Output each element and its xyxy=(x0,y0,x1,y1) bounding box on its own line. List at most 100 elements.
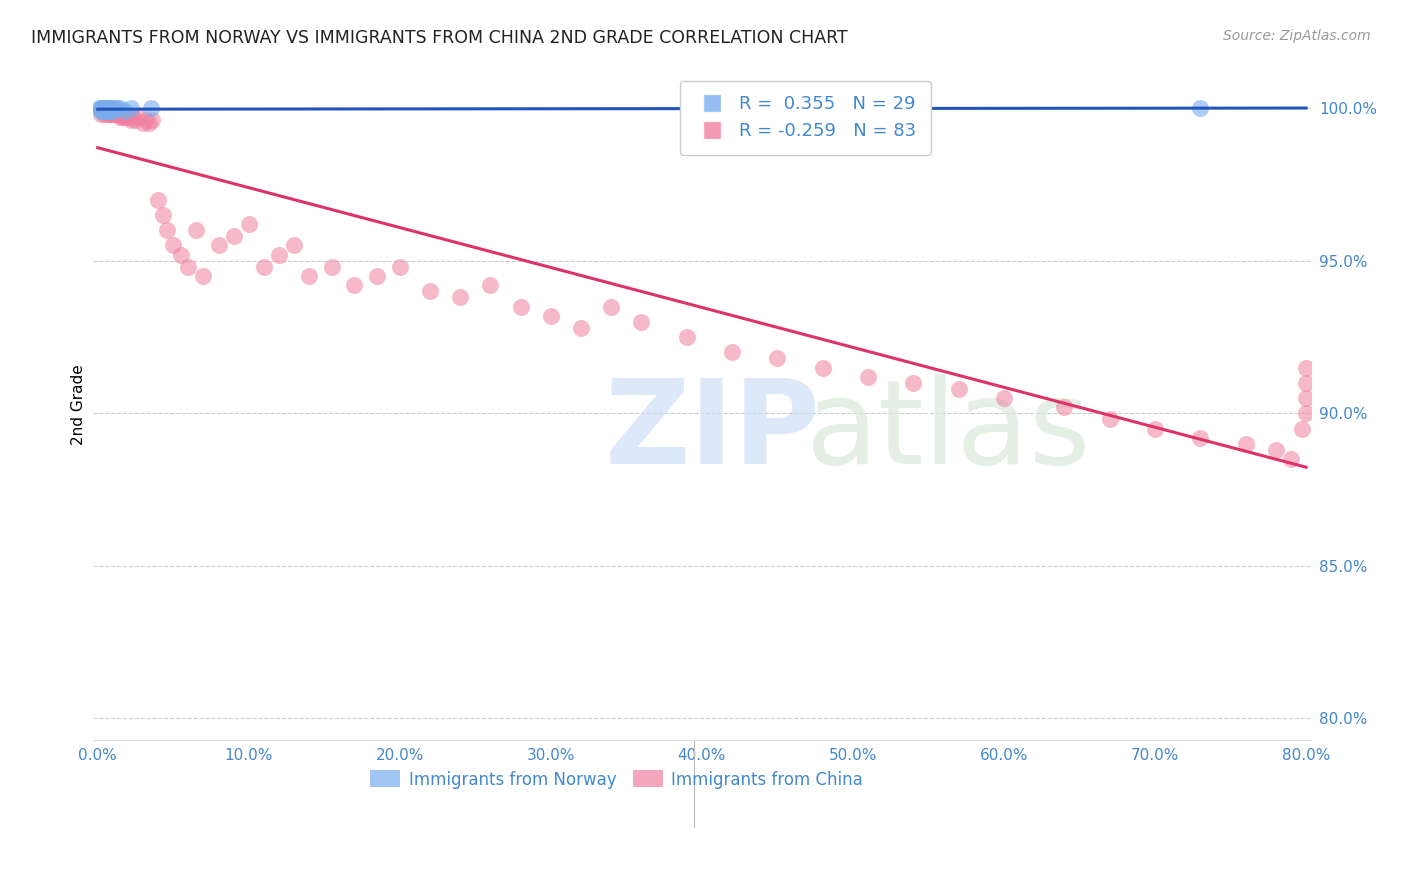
Point xyxy=(94,101,117,115)
Point xyxy=(1098,412,1121,426)
Point xyxy=(124,113,146,128)
Point xyxy=(94,101,117,115)
Point xyxy=(1295,406,1317,420)
Point xyxy=(96,101,118,115)
Point xyxy=(110,111,132,125)
Point xyxy=(98,101,121,115)
Point xyxy=(90,104,112,119)
Point xyxy=(388,260,411,274)
Point xyxy=(1264,442,1286,457)
Point xyxy=(114,111,136,125)
Point xyxy=(1295,391,1317,405)
Point xyxy=(1053,401,1076,415)
Point xyxy=(132,116,155,130)
Point xyxy=(1189,431,1212,445)
Point xyxy=(449,290,471,304)
Point xyxy=(1144,421,1167,435)
Point xyxy=(600,300,623,314)
Point xyxy=(903,376,925,390)
Point xyxy=(184,223,207,237)
Point xyxy=(1189,101,1212,115)
Point xyxy=(177,260,200,274)
Point xyxy=(110,101,132,115)
Point xyxy=(128,111,150,125)
Point xyxy=(139,101,162,115)
Point xyxy=(111,111,134,125)
Point xyxy=(93,101,115,115)
Point xyxy=(104,104,127,119)
Point xyxy=(94,101,117,115)
Point xyxy=(100,104,122,119)
Point xyxy=(91,104,114,119)
Point xyxy=(103,101,125,115)
Point xyxy=(98,107,121,121)
Point xyxy=(283,238,305,252)
Text: atlas: atlas xyxy=(806,374,1091,489)
Point xyxy=(419,285,441,299)
Point xyxy=(103,107,125,121)
Point xyxy=(811,360,834,375)
Point xyxy=(108,107,131,121)
Point xyxy=(721,345,744,359)
Point xyxy=(91,104,114,119)
Point xyxy=(766,351,789,366)
Text: IMMIGRANTS FROM NORWAY VS IMMIGRANTS FROM CHINA 2ND GRADE CORRELATION CHART: IMMIGRANTS FROM NORWAY VS IMMIGRANTS FRO… xyxy=(31,29,848,46)
Point xyxy=(141,113,163,128)
Point xyxy=(97,101,120,115)
Point xyxy=(267,247,290,261)
Point xyxy=(94,101,117,115)
Point xyxy=(105,101,128,115)
Point xyxy=(96,107,118,121)
Point xyxy=(135,113,157,128)
Point xyxy=(321,260,343,274)
Point xyxy=(1295,360,1317,375)
Point xyxy=(238,217,260,231)
Point xyxy=(120,101,142,115)
Point xyxy=(93,104,115,119)
Point xyxy=(97,104,120,119)
Point xyxy=(540,309,562,323)
Point xyxy=(89,101,111,115)
Point xyxy=(1234,437,1257,451)
Point xyxy=(101,104,124,119)
Point xyxy=(96,104,118,119)
Point xyxy=(96,101,118,115)
Point xyxy=(101,104,124,119)
Point xyxy=(222,229,245,244)
Point xyxy=(112,107,135,121)
Point xyxy=(993,391,1015,405)
Point xyxy=(100,107,122,121)
Point xyxy=(509,300,531,314)
Point xyxy=(343,278,366,293)
Point xyxy=(114,104,136,119)
Point xyxy=(115,111,138,125)
Point xyxy=(193,268,215,283)
Point xyxy=(100,101,122,115)
Point xyxy=(91,101,114,115)
Point xyxy=(569,321,592,335)
Point xyxy=(98,104,121,119)
Point xyxy=(253,260,276,274)
Point xyxy=(138,116,160,130)
Text: Source: ZipAtlas.com: Source: ZipAtlas.com xyxy=(1223,29,1371,43)
Point xyxy=(90,101,112,115)
Point xyxy=(93,107,115,121)
Point xyxy=(120,113,142,128)
Point xyxy=(94,104,117,119)
Point xyxy=(90,107,112,121)
Point xyxy=(101,107,124,121)
Point xyxy=(856,369,879,384)
Point xyxy=(948,382,970,396)
Point xyxy=(97,104,120,119)
Point xyxy=(1291,421,1313,435)
Point xyxy=(105,107,128,121)
Point xyxy=(479,278,502,293)
Point xyxy=(94,104,117,119)
Point xyxy=(121,111,143,125)
Y-axis label: 2nd Grade: 2nd Grade xyxy=(72,364,86,444)
Point xyxy=(675,330,697,344)
Point xyxy=(93,101,115,115)
Point xyxy=(98,104,121,119)
Point xyxy=(298,268,321,283)
Point xyxy=(156,223,179,237)
